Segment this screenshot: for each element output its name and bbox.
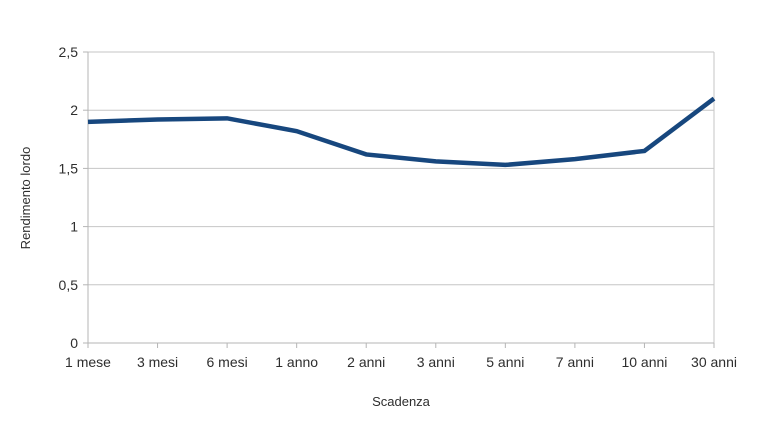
grid-layer xyxy=(88,51,714,286)
x-tick-label: 5 anni xyxy=(486,354,524,370)
x-tick-label: 7 anni xyxy=(556,354,594,370)
x-tick-label: 30 anni xyxy=(691,354,737,370)
x-tick-label: 3 anni xyxy=(417,354,455,370)
label-layer: 0 0,5 1 1,5 2 2,5 1 mese 3 mesi 6 mesi 1 anno 2 an… xyxy=(59,44,737,370)
axis-layer xyxy=(83,51,715,348)
y-axis-title: Rendimento lordo xyxy=(18,147,33,250)
series-line xyxy=(87,96,716,168)
x-tick-label: 3 mesi xyxy=(137,354,178,370)
x-tick-label: 2 anni xyxy=(347,354,385,370)
y-tick-label: 1,5 xyxy=(59,160,79,176)
x-tick-label: 1 anno xyxy=(275,354,318,370)
y-tick-label: 0,5 xyxy=(59,277,79,293)
x-axis-title: Scadenza xyxy=(372,394,431,409)
x-tick-label: 10 anni xyxy=(621,354,667,370)
series-layer xyxy=(87,96,716,168)
y-tick-label: 0 xyxy=(70,335,78,351)
y-tick-label: 1 xyxy=(70,219,78,235)
x-tick-label: 1 mese xyxy=(65,354,111,370)
y-tick-label: 2,5 xyxy=(59,44,79,60)
y-tick-label: 2 xyxy=(70,102,78,118)
x-tick-label: 6 mesi xyxy=(206,354,247,370)
